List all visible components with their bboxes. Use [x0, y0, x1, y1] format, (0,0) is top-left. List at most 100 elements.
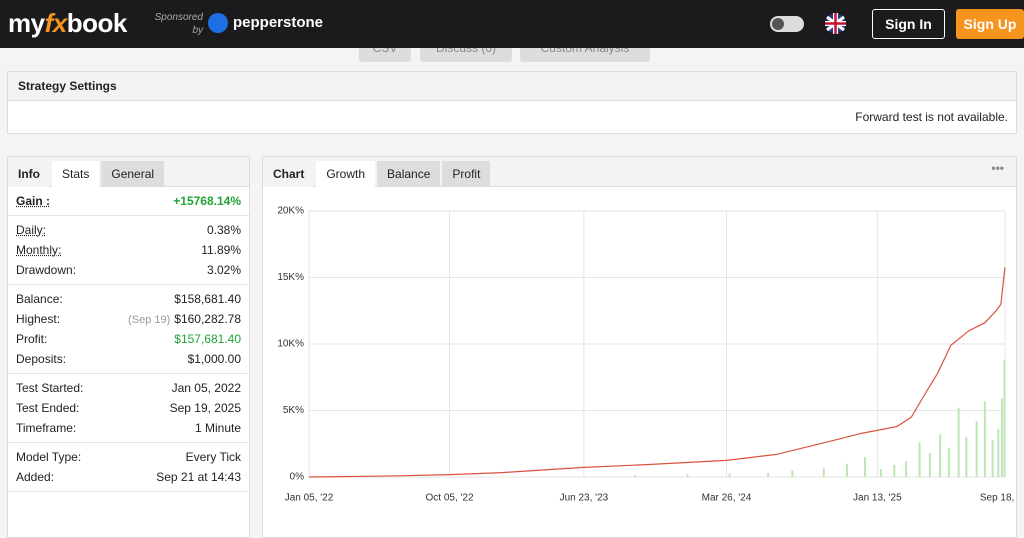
stat-value-wrap: +15768.14% [173, 191, 241, 211]
stat-value: 3.02% [206, 263, 241, 277]
strategy-panel: Strategy Settings Forward test is not av… [7, 71, 1017, 134]
tab[interactable]: Growth [316, 161, 376, 187]
stat-value: $157,681.40 [174, 332, 241, 346]
stat-value-wrap: Sep 19, 2025 [170, 398, 241, 418]
toggle-knob [772, 18, 784, 30]
stat-label: Model Type: [16, 450, 82, 464]
y-tick-label: 20K% [277, 206, 304, 217]
sign-in-button[interactable]: Sign In [872, 9, 945, 39]
stat-row: Model Type: Every Tick [8, 447, 249, 467]
bar [939, 434, 942, 477]
stat-label: Drawdown: [16, 263, 77, 277]
stat-value-wrap: $157,681.40 [174, 329, 241, 349]
stat-row: Drawdown: 3.02% [8, 260, 249, 280]
stat-value: 11.89% [201, 243, 241, 257]
stat-label: Test Ended: [16, 401, 80, 415]
stat-row: Test Ended: Sep 19, 2025 [8, 398, 249, 418]
tab[interactable]: General [101, 161, 165, 187]
stat-group: Daily: 0.38% Monthly: 11.89% Drawdown: 3.02% [8, 216, 249, 285]
sponsored: Sponsored by [153, 11, 203, 37]
x-tick-label: Sep 18, '25 [980, 493, 1016, 504]
stat-label: Highest: [16, 312, 61, 326]
line [308, 267, 1006, 478]
stat-label: Timeframe: [16, 421, 77, 435]
bar [893, 465, 896, 477]
bar [767, 473, 770, 477]
stat-row: Deposits: $1,000.00 [8, 349, 249, 369]
stat-row: Daily: 0.38% [8, 220, 249, 240]
stat-value-wrap: 3.02% [207, 260, 241, 280]
bar [845, 463, 848, 477]
stat-row: Gain : +15768.14% [8, 191, 249, 211]
y-tick-label: 15K% [277, 272, 304, 283]
x-tick-label: Oct 05, '22 [426, 493, 474, 504]
sponsor[interactable]: pepperstone [208, 13, 323, 33]
stat-value: Jan 05, 2022 [171, 381, 241, 395]
stat-label: Deposits: [16, 352, 67, 366]
stat-value: $160,282.78 [174, 312, 241, 326]
bar [879, 469, 882, 477]
tab-bar: Info Stats General [8, 157, 249, 187]
theme-toggle[interactable] [770, 16, 804, 32]
bar [634, 475, 637, 477]
stat-value: $158,681.40 [174, 292, 241, 306]
bar [965, 437, 968, 477]
y-tick-label: 0% [290, 472, 305, 483]
stats-panel: Info Stats General Gain : +15768.14% Daily: 0… [7, 156, 250, 538]
stat-row: Timeframe: 1 Minute [8, 418, 249, 438]
stat-label: Gain : [16, 194, 51, 208]
stat-value: +15768.14% [173, 194, 241, 208]
x-tick-label: Jan 13, '25 [853, 493, 902, 504]
bar [1003, 359, 1006, 477]
strategy-note: Forward test is not available. [855, 110, 1008, 124]
stat-value-wrap: 0.38% [207, 220, 241, 240]
x-tick-label: Mar 26, '24 [702, 493, 752, 504]
stat-value-wrap: 1 Minute [195, 418, 241, 438]
stat-note: (Sep 19) [128, 314, 171, 326]
stat-row: Added: Sep 21 at 14:43 [8, 467, 249, 487]
tab[interactable]: Info [8, 161, 50, 187]
sign-up-button[interactable]: Sign Up [956, 9, 1024, 39]
bar [928, 453, 931, 477]
stat-row: Test Started: Jan 05, 2022 [8, 378, 249, 398]
language-flag[interactable] [825, 13, 846, 34]
tab[interactable]: Profit [442, 161, 491, 187]
stat-value-wrap: $158,681.40 [174, 289, 241, 309]
sponsored-text: by [192, 25, 203, 36]
bar [905, 461, 908, 477]
stat-value: 1 Minute [194, 421, 241, 435]
menu-icon[interactable]: ••• [991, 161, 1004, 175]
tab-bar: ••• Chart Growth Balance Profit [263, 157, 1016, 187]
stat-value: Every Tick [185, 450, 241, 464]
bar [997, 429, 1000, 477]
tab[interactable]: Stats [52, 161, 100, 187]
stat-label: Daily: [16, 223, 47, 237]
bar [791, 470, 794, 477]
header: myfxbook Sponsored by pepperstone Sign In… [0, 0, 1024, 48]
sponsored-text: Sponsored [154, 12, 203, 23]
stat-label: Monthly: [16, 243, 62, 257]
tab[interactable]: Balance [377, 161, 441, 187]
x-tick-label: Jan 05, '22 [285, 493, 334, 504]
y-tick-label: 5K% [283, 405, 304, 416]
stat-label: Added: [16, 470, 55, 484]
stat-value: Sep 19, 2025 [169, 401, 241, 415]
stat-value: Sep 21 at 14:43 [156, 470, 241, 484]
bar [947, 447, 950, 477]
bar [975, 421, 978, 477]
stat-group: Balance: $158,681.40 Highest: (Sep 19) $160,… [8, 285, 249, 374]
stat-row: Balance: $158,681.40 [8, 289, 249, 309]
stat-value-wrap: (Sep 19) $160,282.78 [128, 309, 241, 329]
tab[interactable]: Chart [263, 161, 315, 187]
bar [918, 442, 921, 477]
stat-value-wrap: Jan 05, 2022 [172, 378, 241, 398]
bar [686, 474, 689, 477]
bar [822, 467, 825, 477]
logo-part: my [8, 8, 45, 38]
panel-title: Strategy Settings [8, 72, 1016, 101]
bar [863, 457, 866, 477]
stat-group: Gain : +15768.14% [8, 187, 249, 216]
logo[interactable]: myfxbook [8, 8, 127, 39]
stat-row: Highest: (Sep 19) $160,282.78 [8, 309, 249, 329]
